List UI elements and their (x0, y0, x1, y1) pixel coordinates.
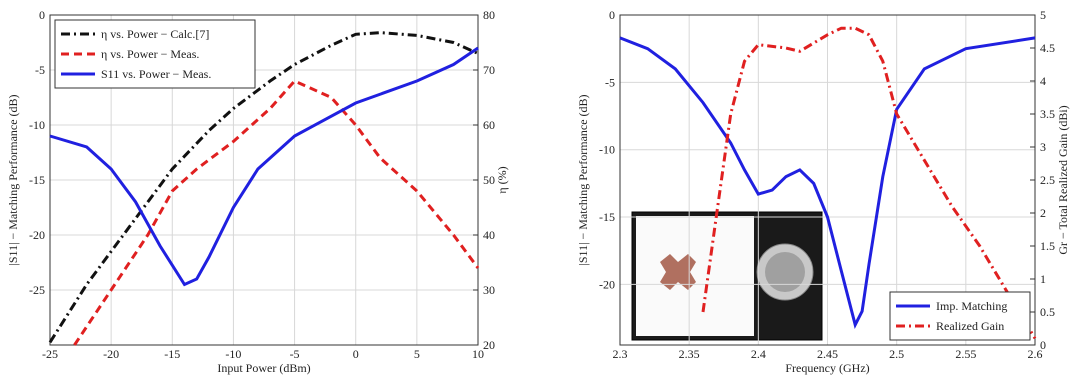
y2-tick-label: 5 (1040, 8, 1046, 22)
y2-tick-label: 3.5 (1040, 107, 1055, 121)
legend-box (889, 291, 1031, 341)
y2-tick-label: 60 (483, 118, 495, 132)
y-tick-label: -10 (599, 143, 615, 157)
inset-photo (631, 211, 823, 341)
y2-tick-label: 20 (483, 338, 495, 352)
series-line (48, 31, 479, 344)
x-tick-label: 2.6 (1028, 347, 1043, 361)
y-tick-label: -15 (599, 210, 615, 224)
y2-tick-label: 1 (1040, 272, 1046, 286)
legend-label: η vs. Power − Meas. (101, 47, 199, 61)
x-tick-label: 2.5 (889, 347, 904, 361)
legend-label: Realized Gain (936, 319, 1004, 333)
series-line (73, 79, 480, 346)
x-tick-label: -10 (225, 347, 241, 361)
y-tick-label: -10 (29, 118, 45, 132)
x-tick-label: 5 (414, 347, 420, 361)
y-tick-label: -25 (29, 283, 45, 297)
x-axis-label: Frequency (GHz) (785, 361, 869, 375)
y2-tick-label: 0.5 (1040, 305, 1055, 319)
y2-tick-label: 0 (1040, 338, 1046, 352)
y2-tick-label: 4.5 (1040, 41, 1055, 55)
y2-tick-label: 80 (483, 8, 495, 22)
y2-tick-label: 70 (483, 63, 495, 77)
series-line (49, 46, 479, 287)
y2-tick-label: 3 (1040, 140, 1046, 154)
y-axis-label: |S11| − Matching Performance (dB) (576, 94, 590, 265)
y-tick-label: -20 (599, 277, 615, 291)
y-tick-label: -5 (35, 63, 45, 77)
x-tick-label: 2.4 (751, 347, 766, 361)
x-tick-label: -25 (42, 347, 58, 361)
plot: 2.3 2.35 2.4 2.45 2.5 2.55 2.6-20-15-10-5000.5… (576, 8, 1070, 375)
legend-label: S11 vs. Power − Meas. (101, 67, 211, 81)
y2-tick-label: 4 (1040, 74, 1046, 88)
plot-frame (619, 14, 1036, 346)
series-line (701, 26, 1037, 340)
x-tick-label: 2.45 (817, 347, 838, 361)
y2-tick-label: 50 (483, 173, 495, 187)
y2-tick-label: 1.5 (1040, 239, 1055, 253)
y-tick-label: -15 (29, 173, 45, 187)
y-tick-label: -5 (605, 75, 615, 89)
x-tick-label: 0 (353, 347, 359, 361)
y-tick-label: 0 (39, 8, 45, 22)
series-line (619, 36, 1036, 330)
x-tick-label: -5 (290, 347, 300, 361)
x-tick-label: 10 (472, 347, 484, 361)
y-tick-label: -20 (29, 228, 45, 242)
x-tick-label: 2.3 (613, 347, 628, 361)
y2-tick-label: 40 (483, 228, 495, 242)
legend-label: η vs. Power − Calc.[7] (101, 27, 209, 41)
x-tick-label: 2.35 (679, 347, 700, 361)
legend-label: Imp. Matching (936, 299, 1007, 313)
y2-tick-label: 2 (1040, 206, 1046, 220)
y2-axis-label: η (%) (495, 166, 509, 193)
y2-tick-label: 2.5 (1040, 173, 1055, 187)
plot-frame (49, 14, 479, 346)
y-axis-label: |S11| − Matching Performance (dB) (6, 94, 20, 265)
x-axis-label: Input Power (dBm) (217, 361, 310, 375)
plot: -25 -20 -15 -10 -5 0 5 10 -25 -20 -15 -10 -5 0 20 30 40 5… (6, 8, 509, 375)
x-tick-label: -15 (164, 347, 180, 361)
y2-tick-label: 30 (483, 283, 495, 297)
y2-axis-label: Gr − Total Realized Gain (dBi) (1056, 105, 1070, 254)
x-tick-label: 2.55 (955, 347, 976, 361)
x-tick-label: -20 (103, 347, 119, 361)
y-tick-label: 0 (609, 8, 615, 22)
